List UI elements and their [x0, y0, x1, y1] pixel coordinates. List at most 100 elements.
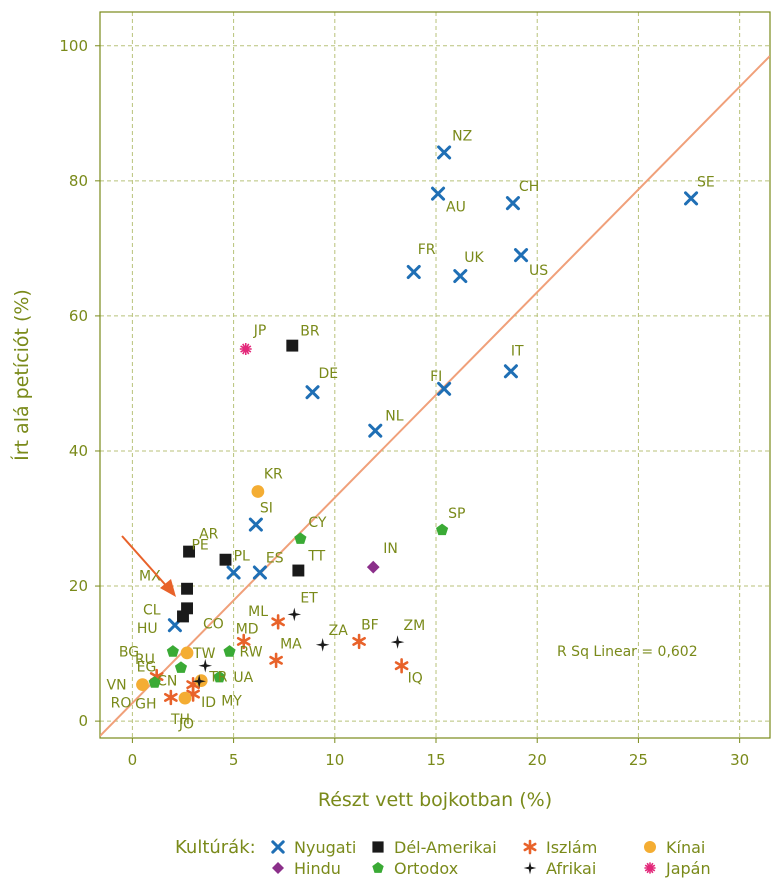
point-label: IT — [511, 343, 524, 359]
point-label: IQ — [408, 671, 423, 687]
data-point — [269, 652, 283, 669]
point-label: IN — [383, 541, 398, 557]
data-point — [181, 582, 193, 595]
x-tick-label: 15 — [426, 751, 445, 769]
highlight-arrow — [121, 535, 171, 591]
data-point — [164, 689, 178, 706]
data-point — [514, 248, 529, 263]
point-label: RW — [240, 645, 263, 661]
series-3: KR TW VN MY TH — [107, 466, 284, 728]
data-point — [219, 553, 232, 566]
data-point — [453, 269, 468, 284]
point-label: GH — [135, 696, 156, 712]
point-label: ZA — [329, 623, 349, 639]
data-point — [406, 264, 421, 280]
legend-marker — [271, 840, 285, 854]
data-point — [136, 678, 149, 692]
point-label: BR — [300, 324, 320, 340]
point-label: FI — [430, 369, 442, 385]
data-point — [251, 485, 265, 498]
grid — [100, 12, 770, 738]
data-point — [394, 658, 409, 674]
point-label: US — [529, 263, 548, 279]
legend-label: Dél-Amerikai — [394, 838, 497, 857]
data-point — [248, 517, 263, 532]
point-label: TW — [192, 646, 216, 662]
legend-marker — [372, 862, 384, 873]
data-point — [315, 638, 330, 652]
legend-label: Japán — [665, 859, 711, 878]
point-label: RO — [111, 696, 132, 712]
legend-marker — [644, 862, 656, 874]
data-point — [352, 633, 366, 650]
series-0: NZ AU CH SE FR UK US IT FI DE NL SI PL ES HU — [137, 128, 715, 637]
x-tick-label: 30 — [730, 751, 749, 769]
legend-entry: Nyugati — [271, 838, 356, 857]
data-point — [252, 565, 267, 580]
point-label: CH — [519, 179, 539, 195]
data-point — [166, 645, 179, 657]
point-label: CO — [203, 616, 224, 632]
point-label: BF — [361, 617, 379, 633]
x-tick-label: 20 — [528, 751, 547, 769]
data-point — [503, 364, 518, 379]
point-label: JP — [253, 323, 267, 339]
y-tick-label: 60 — [69, 307, 88, 325]
point-label: CN — [157, 674, 177, 690]
legend-marker — [644, 841, 656, 853]
series-4: IN — [366, 541, 398, 574]
legend-label: Nyugati — [294, 838, 356, 857]
legend-entry: Hindu — [272, 859, 341, 878]
data-point — [223, 645, 236, 657]
point-label: UA — [233, 670, 253, 686]
y-tick-label: 100 — [59, 37, 88, 55]
data-point — [294, 532, 307, 544]
legend-marker — [523, 839, 537, 855]
data-point — [180, 646, 194, 660]
data-point — [181, 602, 193, 615]
legend-entry: Dél-Amerikai — [372, 838, 497, 857]
point-label: FR — [418, 242, 436, 258]
x-tick-label: 0 — [128, 751, 138, 769]
point-label: MY — [221, 694, 242, 710]
x-axis-title: Részt vett bojkotban (%) — [318, 789, 552, 811]
point-label: HU — [137, 621, 158, 637]
point-label: AU — [446, 200, 466, 216]
r-squared-annotation: R Sq Linear = 0,602 — [557, 644, 698, 660]
point-label: UK — [464, 250, 484, 266]
data-point — [148, 676, 161, 688]
legend-label: Ortodox — [394, 859, 458, 878]
point-label: TR — [208, 670, 228, 686]
point-label: SE — [697, 174, 715, 190]
data-point — [271, 614, 285, 630]
series-6: ET ZA ZM TR GH — [135, 590, 425, 712]
data-point — [177, 610, 189, 623]
point-label: ES — [266, 551, 284, 567]
data-point — [286, 339, 299, 352]
data-point — [684, 191, 699, 206]
point-label: BG — [119, 645, 139, 661]
point-label: MD — [236, 621, 259, 637]
data-point — [437, 381, 452, 396]
data-point — [390, 635, 405, 649]
point-label: ML — [248, 604, 268, 620]
legend: Kultúrák: Nyugati Dél-Amerikai Iszlám Kínai H… — [175, 837, 711, 878]
point-label: JO — [178, 716, 194, 732]
point-label: TT — [307, 549, 325, 565]
point-label: DE — [319, 366, 339, 382]
legend-entry: Japán — [644, 859, 711, 878]
x-tick-label: 10 — [325, 751, 344, 769]
point-label: ZM — [404, 618, 426, 634]
point-label: NZ — [452, 128, 472, 144]
regression-line — [100, 55, 770, 737]
data-point — [198, 658, 213, 673]
legend-label: Kínai — [666, 838, 705, 857]
point-label: AR — [199, 527, 219, 543]
highlight-arrowhead — [160, 579, 176, 597]
legend-label: Afrikai — [546, 859, 596, 878]
data-point — [305, 385, 320, 400]
